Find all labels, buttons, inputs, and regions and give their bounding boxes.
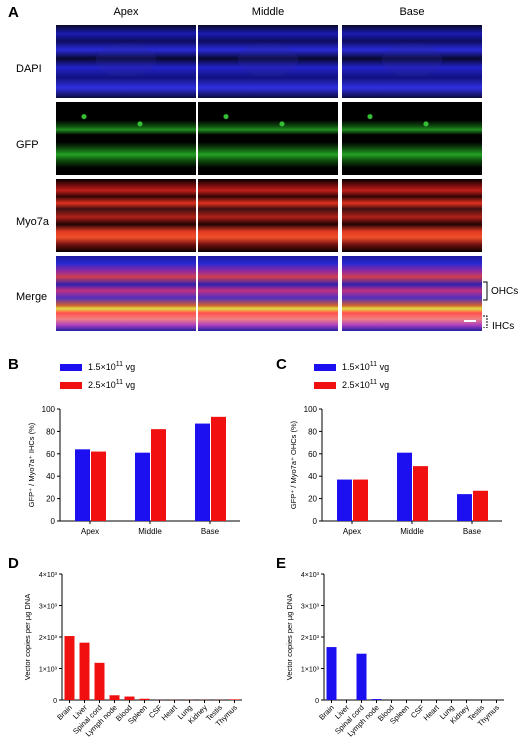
column-header-apex: Apex: [113, 6, 139, 18]
x-tick-label: Heart: [160, 702, 180, 722]
image-gfp-apex: [56, 102, 196, 175]
image-gfp-middle: [198, 102, 338, 175]
row-label-gfp: GFP: [16, 139, 39, 151]
y-tick-label: 0: [53, 698, 57, 705]
image-myo7a-base: [342, 179, 482, 252]
x-tick-label: Brain: [55, 703, 74, 722]
row-label-merge: Merge: [16, 291, 48, 303]
bar: [109, 695, 120, 700]
y-tick-label: 0: [315, 698, 319, 705]
panel-label-a: A: [8, 4, 19, 21]
bar: [356, 653, 367, 700]
legend-swatch-high: [60, 382, 82, 389]
bar: [124, 696, 135, 700]
panel-label-e: E: [276, 555, 287, 572]
image-dapi-base: [342, 25, 482, 98]
bar: [64, 636, 75, 700]
bar: [397, 452, 412, 521]
y-tick-label: 80: [308, 427, 317, 436]
bar: [413, 466, 428, 521]
bar: [151, 429, 166, 521]
y-tick-label: 1×10³: [301, 667, 320, 674]
column-header-middle: Middle: [251, 6, 285, 18]
legend-label-low: 1.5×1011 vg: [342, 361, 390, 372]
y-tick-label: 0: [51, 517, 56, 526]
y-axis-label: GFP⁺ / Myo7a⁺ IHCs (%): [27, 422, 36, 507]
bar: [139, 698, 150, 700]
x-tick-label: Middle: [138, 527, 162, 536]
image-dapi-apex: [56, 25, 196, 98]
column-header-base: Base: [399, 6, 425, 18]
y-axis-label: Vector copies per µg DNA: [285, 594, 294, 680]
legend-label-high: 2.5×1011 vg: [342, 379, 390, 390]
y-axis-label: Vector copies per µg DNA: [23, 594, 32, 680]
ohcs-label: OHCs: [491, 286, 519, 297]
bar: [94, 662, 105, 700]
y-tick-label: 60: [46, 450, 55, 459]
y-tick-label: 40: [46, 472, 55, 481]
x-tick-label: Base: [201, 527, 220, 536]
legend-label-high: 2.5×1011 vg: [88, 379, 136, 390]
image-merge-middle: [198, 256, 338, 331]
image-gfp-base: [342, 102, 482, 175]
y-tick-label: 4×10³: [39, 572, 58, 579]
panel-label-b: B: [8, 356, 19, 373]
chart-ihc-percent: 0 20 40 60 80 100 Apex Middle Base GFP⁺ / Myo7a⁺ …: [27, 405, 240, 536]
y-tick-label: 2×10³: [39, 635, 58, 642]
y-tick-label: 60: [308, 450, 317, 459]
image-myo7a-apex: [56, 179, 196, 252]
y-tick-label: 20: [308, 495, 317, 504]
y-tick-label: 40: [308, 472, 317, 481]
y-tick-label: 2×10³: [301, 635, 320, 642]
x-tick-label: Base: [463, 527, 482, 536]
bar: [75, 449, 90, 521]
image-myo7a-middle: [198, 179, 338, 252]
legend-label-low: 1.5×1011 vg: [88, 361, 136, 372]
y-axis-label: GFP⁺ / Myo7a⁺ OHCs (%): [289, 420, 298, 509]
bar: [135, 452, 150, 521]
y-tick-label: 100: [42, 405, 56, 414]
row-label-myo7a: Myo7a: [16, 216, 50, 228]
legend-swatch-low: [60, 364, 82, 371]
x-tick-label: Apex: [343, 527, 361, 536]
x-tick-label: Apex: [81, 527, 99, 536]
x-tick-label: Heart: [422, 702, 442, 722]
y-tick-label: 0: [313, 517, 318, 526]
panel-label-c: C: [276, 356, 287, 373]
row-label-dapi: DAPI: [16, 63, 42, 75]
bar: [326, 647, 337, 700]
y-tick-label: 80: [46, 427, 55, 436]
legend-swatch-high: [314, 382, 336, 389]
bar: [79, 642, 90, 700]
x-tick-label: Brain: [317, 703, 336, 722]
panel-label-d: D: [8, 555, 19, 572]
y-tick-label: 100: [304, 405, 318, 414]
bracket-marks: [483, 281, 488, 328]
ihcs-label: IHCs: [492, 321, 515, 332]
bar: [211, 416, 226, 521]
image-merge-apex: [56, 256, 196, 331]
y-tick-label: 20: [46, 495, 55, 504]
y-tick-label: 4×10³: [301, 572, 320, 579]
x-tick-label: Middle: [400, 527, 424, 536]
bar: [353, 479, 368, 521]
bar: [229, 699, 240, 700]
bar: [457, 494, 472, 521]
legend-swatch-low: [314, 364, 336, 371]
bar: [337, 479, 352, 521]
y-tick-label: 3×10³: [39, 604, 58, 611]
bar: [473, 490, 488, 521]
y-tick-label: 3×10³: [301, 604, 320, 611]
scale-bar: [464, 320, 476, 322]
image-dapi-middle: [198, 25, 338, 98]
bar: [371, 699, 382, 700]
image-merge-base: [342, 256, 482, 331]
y-tick-label: 1×10³: [39, 667, 58, 674]
bar: [195, 423, 210, 521]
chart-ohc-percent: 0 20 40 60 80 100 Apex Middle Base GFP⁺ / Myo7a⁺ …: [289, 405, 502, 536]
bar: [91, 451, 106, 521]
